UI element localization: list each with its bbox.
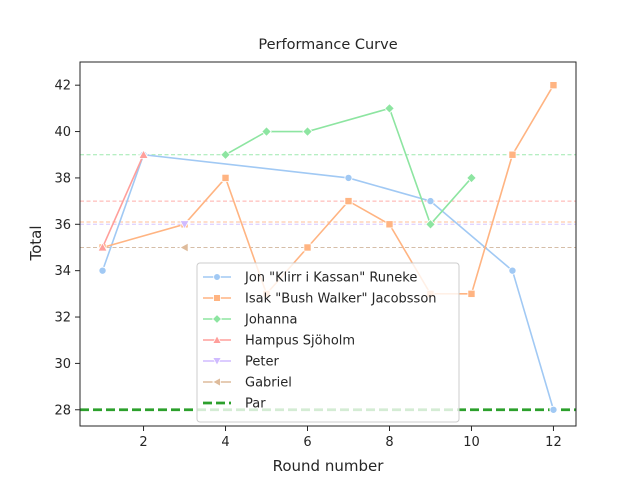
legend-entry-2: Johanna [203,313,297,328]
legend-swatch-marker-3 [212,334,222,344]
y-tick-label-7: 42 [54,79,71,94]
legend-label-6: Par [245,397,266,412]
data-point-5-0 [179,242,189,253]
legend-label-4: Peter [245,355,279,370]
legend-label-1: Isak "Bush Walker" Jacobsson [245,292,437,307]
data-point-0-4 [508,266,517,275]
legend-entry-5: Gabriel [203,376,292,391]
x-tick-label-2: 6 [303,435,311,450]
data-point-3-1 [138,149,149,159]
data-point-4-0 [179,220,190,230]
plot-area: 2 4 6 8 10 12 28 30 32 34 36 38 40 42 Jon "Klirr i Kas… [54,61,577,450]
data-point-2-3 [384,103,395,114]
legend-swatch-marker-5 [211,377,221,387]
y-tick-label-5: 38 [54,171,71,186]
series-line-2 [225,107,473,226]
legend-swatch-marker-2 [212,314,222,324]
x-tick-label-4: 10 [463,435,480,450]
legend-swatch-marker-4 [212,357,222,367]
data-point-1-4 [303,243,312,252]
chart-title: Performance Curve [258,37,397,53]
series-line-0 [101,153,555,410]
legend-label-5: Gabriel [245,376,292,391]
y-tick-label-1: 30 [54,357,71,372]
data-point-0-3 [426,197,435,206]
x-axis-label: Round number [273,457,385,475]
legend-entry-6: Par [203,397,266,412]
y-axis-label: Total [27,225,45,261]
data-point-1-5 [344,197,353,206]
y-tick-label-6: 40 [54,125,71,140]
legend-swatch-marker-0 [213,273,221,281]
legend-entry-4: Peter [203,355,279,370]
legend-entry-1: Isak "Bush Walker" Jacobsson [203,292,437,307]
y-tick-label-3: 34 [54,264,71,279]
y-tick-label-0: 28 [54,403,71,418]
legend-label-2: Johanna [244,313,297,328]
axes-frame [79,61,577,427]
data-point-3-0 [97,242,108,252]
x-tick-label-5: 12 [545,435,562,450]
data-point-1-2 [221,173,230,182]
x-tick-label-3: 8 [385,435,393,450]
y-tick-label-2: 32 [54,311,71,326]
x-tick-label-0: 2 [139,435,147,450]
legend-swatch-marker-1 [213,294,221,302]
data-point-1-9 [508,150,517,159]
legend-box [196,262,460,423]
legend-label-3: Hampus Sjöholm [245,334,355,349]
data-point-2-1 [261,126,272,137]
data-point-1-8 [467,289,476,298]
data-point-0-0 [98,266,107,275]
data-point-2-0 [220,149,231,160]
data-point-2-2 [302,126,313,137]
x-tick-label-1: 4 [221,435,229,450]
data-point-2-4 [425,219,436,230]
data-point-1-6 [385,220,394,229]
data-point-1-10 [549,81,558,90]
legend-label-0: Jon "Klirr i Kassan" Runeke [244,271,417,286]
data-point-2-5 [466,172,477,184]
legend-entry-3: Hampus Sjöholm [203,334,355,349]
series-line-3 [101,154,145,248]
data-point-0-5 [549,405,558,414]
legend-entry-0: Jon "Klirr i Kassan" Runeke [203,271,417,286]
legend: Jon "Klirr i Kassan" Runeke Isak "Bush Wa… [196,262,460,423]
y-tick-label-4: 36 [54,218,71,233]
data-point-0-2 [344,173,353,182]
